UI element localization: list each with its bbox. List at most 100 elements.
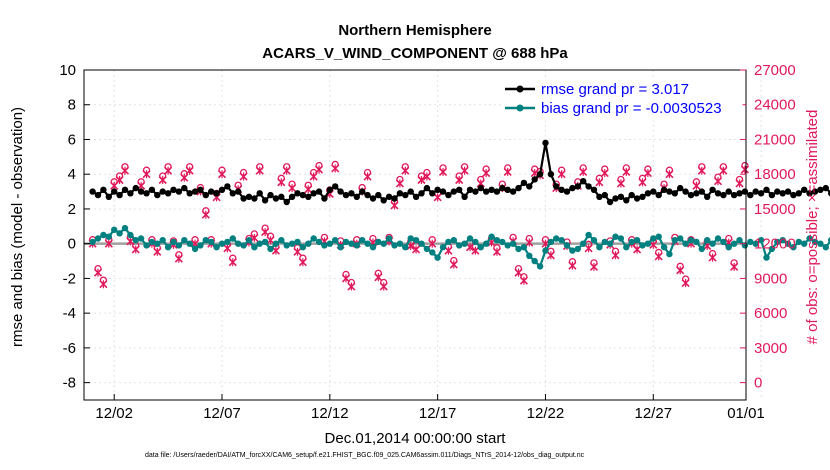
left-tick-label: -6 xyxy=(63,340,76,357)
bias-point xyxy=(822,244,829,251)
bias-point xyxy=(650,235,657,242)
bias-point xyxy=(164,244,172,251)
rmse-point xyxy=(553,183,560,190)
rmse-point xyxy=(359,188,366,195)
rmse-point xyxy=(434,186,441,193)
bias-point xyxy=(741,242,749,249)
bias-point xyxy=(752,240,759,247)
rmse-point xyxy=(574,183,581,190)
obs-assimilated-point xyxy=(347,282,356,291)
rmse-point xyxy=(790,191,797,199)
bias-point xyxy=(121,224,129,232)
rmse-point xyxy=(224,183,231,190)
left-tick-label: 10 xyxy=(59,62,76,79)
rmse-point xyxy=(294,190,301,197)
obs-assimilated-point xyxy=(438,167,448,176)
rmse-point xyxy=(456,186,463,193)
rmse-point xyxy=(488,186,495,193)
left-tick-label: -4 xyxy=(63,305,76,322)
bias-point xyxy=(666,250,673,258)
obs-assimilated-point xyxy=(314,165,324,174)
rmse-point xyxy=(725,188,732,195)
bias-point xyxy=(553,235,560,242)
bias-point xyxy=(585,231,592,239)
rmse-point xyxy=(509,188,517,195)
obs-assimilated-point xyxy=(460,166,469,175)
obs-assimilated-point xyxy=(120,166,130,175)
rmse-point xyxy=(704,193,711,200)
bias-point xyxy=(725,244,732,251)
rmse-point xyxy=(515,184,522,192)
obs-assimilated-point xyxy=(131,245,140,254)
rmse-point xyxy=(321,195,328,202)
bias-point xyxy=(472,238,479,246)
rmse-point xyxy=(208,188,215,195)
bias-point xyxy=(590,237,598,244)
bias-point xyxy=(418,240,425,247)
bias-point xyxy=(137,235,145,242)
rmse-point xyxy=(164,190,172,197)
left-tick-label: 8 xyxy=(68,97,76,114)
bias-point xyxy=(806,235,813,242)
rmse-point xyxy=(817,186,824,193)
right-axis-ticks: 27000 24000 21000 18000 15000 12000 9000 6000 30… xyxy=(740,62,796,392)
bias-point xyxy=(779,237,786,244)
bias-point xyxy=(450,237,457,244)
rmse-point xyxy=(768,191,776,199)
bias-point xyxy=(229,235,236,242)
rmse-point xyxy=(429,190,436,197)
obs-assimilated-point xyxy=(115,175,124,185)
rmse-point xyxy=(795,190,802,197)
bias-point xyxy=(768,245,776,253)
rmse-point xyxy=(811,188,819,195)
rmse-point xyxy=(326,186,333,193)
obs-assimilated-point xyxy=(104,239,113,248)
bias-point xyxy=(774,238,781,246)
bias-point xyxy=(811,238,819,246)
bias-point xyxy=(315,238,323,246)
bias-point xyxy=(488,233,495,240)
obs-assimilated-point xyxy=(643,168,652,178)
rmse-point xyxy=(822,184,829,192)
bias-point xyxy=(170,238,177,246)
bias-point xyxy=(154,240,161,247)
bias-point xyxy=(235,240,242,247)
obs-assimilated-point xyxy=(288,184,297,193)
obs-assimilated-point xyxy=(298,258,307,267)
rmse-point xyxy=(256,190,263,197)
x-tick-label: 12/12 xyxy=(311,405,349,422)
obs-assimilated-point xyxy=(422,172,431,181)
obs-assimilated-point xyxy=(633,245,642,254)
bias-point xyxy=(563,242,571,249)
obs-assimilated-point xyxy=(568,261,577,270)
rmse-point xyxy=(547,171,555,178)
rmse-point xyxy=(784,188,792,195)
x-tick-label: 01/01 xyxy=(727,405,765,422)
rmse-point xyxy=(288,193,296,200)
bias-point xyxy=(531,257,538,265)
rmse-point xyxy=(714,190,722,197)
bias-point xyxy=(337,244,344,251)
bias-point xyxy=(439,244,447,251)
rmse-point xyxy=(305,193,312,200)
rmse-point xyxy=(439,188,447,195)
rmse-point xyxy=(402,191,409,199)
obs-assimilated-point xyxy=(611,251,620,260)
legend-box xyxy=(501,77,743,121)
bias-point xyxy=(612,233,619,240)
obs-assimilated-point xyxy=(417,175,426,185)
bias-point xyxy=(111,226,118,233)
rmse-point xyxy=(450,188,457,195)
bias-point xyxy=(747,238,754,246)
rmse-point xyxy=(407,188,414,195)
bias-point xyxy=(116,230,123,237)
bias-point xyxy=(795,238,802,246)
rmse-point xyxy=(763,186,770,193)
rmse-point xyxy=(687,191,695,199)
bias-point xyxy=(326,240,333,247)
bias-point xyxy=(100,231,107,239)
rmse-point xyxy=(752,188,759,195)
rmse-point xyxy=(89,188,96,195)
left-tick-label: 6 xyxy=(68,131,76,148)
obs-assimilated-point xyxy=(180,173,189,182)
